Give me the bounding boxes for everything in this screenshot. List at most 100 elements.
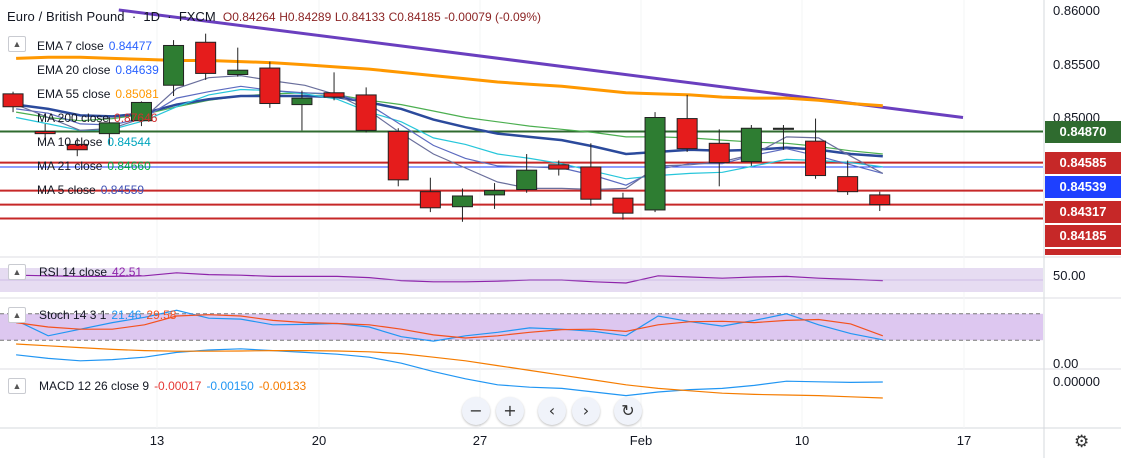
legend-row[interactable]: EMA 20 close 0.84639 — [8, 58, 159, 82]
macd-axis-tick: 0.00000 — [1053, 374, 1100, 389]
price-label-level: 0.84585 — [1045, 152, 1121, 174]
macd-name: MACD 12 26 close 9 — [39, 379, 150, 393]
candle-body — [2, 93, 24, 108]
legend-value: 0.84639 — [115, 63, 159, 77]
legend-name: MA 10 close — [37, 135, 103, 149]
candle-body — [612, 197, 634, 214]
price-label-level: 0.84870 — [1045, 121, 1121, 143]
source-label: FXCM — [178, 9, 216, 24]
legend-row[interactable]: MA 200 close 0.87646 — [8, 106, 159, 130]
collapse-chevron-icon[interactable]: ▲ — [8, 264, 26, 280]
legend-row[interactable]: EMA 7 close 0.84477 — [8, 34, 159, 58]
candle-body — [66, 143, 88, 151]
ema55-line — [16, 55, 883, 108]
symbol-header: Euro / British Pound · 1D · FXCM O0.8426… — [7, 9, 541, 24]
legend-value: 0.87646 — [114, 111, 158, 125]
indicator-legend: EMA 7 close 0.84477 EMA 20 close 0.84639 E… — [8, 34, 159, 202]
legend-name: EMA 7 close — [37, 39, 104, 53]
candle-body — [772, 127, 794, 130]
interval-label: 1D — [143, 9, 161, 24]
scroll-left-button[interactable]: ‹ — [538, 397, 566, 425]
ma21-line — [16, 92, 883, 155]
candle-body — [869, 194, 891, 206]
candle-body — [130, 101, 152, 122]
candle-body — [516, 169, 538, 191]
legend-name: MA 5 close — [37, 183, 96, 197]
ma10-line — [15, 88, 883, 180]
collapse-chevron-icon[interactable]: ▲ — [8, 378, 26, 394]
price-label-current: 0.84539 — [1045, 176, 1121, 198]
settings-gear-icon[interactable]: ⚙ — [1074, 432, 1090, 452]
price-label-level: 0.84317 — [1045, 201, 1121, 223]
candle-body — [291, 97, 313, 106]
macd-value: -0.00017 — [154, 379, 202, 393]
legend-value: 0.84660 — [107, 159, 151, 173]
candle-body — [34, 130, 56, 135]
legend-value: 0.84477 — [108, 39, 153, 53]
stoch-d-value: 29.58 — [146, 308, 177, 322]
stoch-label[interactable]: ▲ Stoch 14 3 1 21.46 29.58 — [8, 307, 176, 323]
ohlc-high: H0.84289 — [279, 10, 332, 24]
legend-value: 0.84559 — [100, 183, 145, 197]
zoom-out-button[interactable]: − — [462, 397, 490, 425]
stoch-axis-tick: 0.00 — [1053, 356, 1079, 371]
chart-navigation-bar: − + ‹ › ↻ — [462, 397, 642, 425]
price-axis-tick: 0.85500 — [1053, 57, 1100, 72]
rsi-line — [16, 272, 883, 284]
price-label-clipped — [1045, 249, 1121, 255]
ohlc-change: -0.00079 (-0.09%) — [444, 10, 541, 24]
stoch-k-value: 21.46 — [111, 308, 142, 322]
legend-row[interactable]: EMA 55 close 0.85081 — [8, 82, 159, 106]
symbol-name: Euro / British Pound — [7, 9, 125, 24]
x-axis-tick: 10 — [794, 433, 810, 448]
candle-body — [644, 117, 666, 211]
candle-body — [227, 69, 249, 75]
legend-row[interactable]: MA 5 close 0.84559 — [8, 178, 159, 202]
rsi-name: RSI 14 close — [39, 265, 108, 279]
legend-name: EMA 55 close — [37, 87, 111, 101]
candle-body — [195, 41, 217, 74]
stoch-d-line — [16, 314, 884, 339]
scroll-right-button[interactable]: › — [572, 397, 600, 425]
rsi-label[interactable]: ▲ RSI 14 close 42.51 — [8, 264, 142, 280]
price-label-level: 0.84185 — [1045, 225, 1121, 247]
ohlc-close: C0.84185 — [388, 10, 441, 24]
candle-body — [805, 140, 827, 177]
x-axis-tick: 17 — [956, 433, 972, 448]
candle-body — [740, 127, 762, 163]
legend-row[interactable]: MA 10 close 0.84544 — [8, 130, 159, 154]
legend-name: MA 200 close — [37, 111, 110, 125]
ema20-line — [15, 94, 883, 158]
collapse-chevron-icon[interactable]: ▲ — [8, 307, 26, 323]
candle-body — [451, 195, 473, 208]
zoom-in-button[interactable]: + — [496, 397, 524, 425]
macd-line — [16, 348, 883, 397]
candle-body — [98, 122, 120, 135]
candle-body — [419, 191, 441, 209]
reset-chart-button[interactable]: ↻ — [614, 397, 642, 425]
legend-value: 0.84544 — [107, 135, 151, 149]
candle-body — [837, 176, 859, 193]
candle-body — [259, 67, 281, 105]
candle-body — [580, 166, 602, 200]
macd-label[interactable]: ▲ MACD 12 26 close 9 -0.00017 -0.00150 -… — [8, 378, 306, 394]
candle-body — [676, 118, 698, 150]
candle-body — [163, 44, 185, 86]
candle-body — [387, 130, 409, 181]
x-axis-tick: 20 — [311, 433, 327, 448]
macd-signal-value: -0.00150 — [206, 379, 254, 393]
price-axis-tick: 0.86000 — [1053, 3, 1100, 18]
rsi-axis-tick: 50.00 — [1053, 268, 1086, 283]
rsi-value: 42.51 — [112, 265, 143, 279]
legend-row[interactable]: MA 21 close 0.84660 — [8, 154, 159, 178]
macd-hist-value: -0.00133 — [258, 379, 307, 393]
x-axis-tick: 13 — [149, 433, 165, 448]
legend-value: 0.85081 — [115, 87, 159, 101]
ema7-line — [16, 85, 883, 186]
candle-body — [548, 164, 570, 170]
macd-signal-line — [16, 343, 883, 399]
stoch-name: Stoch 14 3 1 — [39, 308, 107, 322]
legend-collapse-chevron-icon[interactable]: ▲ — [8, 36, 26, 52]
